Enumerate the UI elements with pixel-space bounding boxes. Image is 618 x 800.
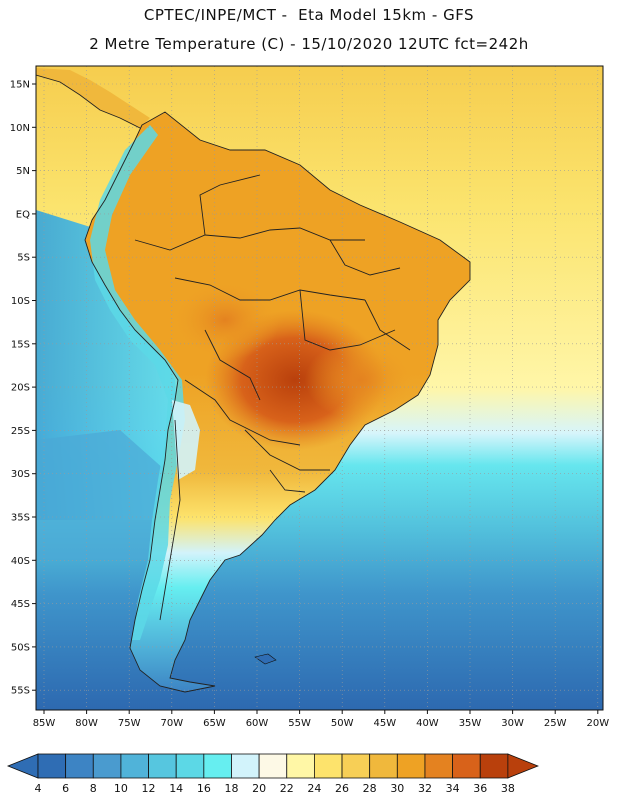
lat-tick-label: 15N: [10, 80, 30, 91]
graticule: [36, 66, 603, 710]
colorbar-swatch: [203, 753, 232, 779]
colorbar-swatch: [341, 753, 371, 779]
lat-tick-label: 25S: [11, 426, 30, 437]
colorbar-arrow-left: [6, 753, 39, 779]
map-field: [36, 66, 603, 710]
lat-tick-label: 35S: [11, 513, 30, 524]
latitude-axis: 15N 10N 5N EQ 5S 10S 15S 20S 25S 30S 35S 40S 45S 50S 5…: [10, 80, 36, 697]
lat-tick-label: 15S: [11, 339, 30, 350]
colorbar-label: 24: [307, 782, 321, 795]
lat-tick-label: 10N: [10, 123, 30, 134]
colorbar-label: 28: [363, 782, 377, 795]
lon-tick-label: 40W: [416, 718, 439, 729]
colorbar-label: 12: [142, 782, 156, 795]
lon-tick-label: 50W: [331, 718, 354, 729]
colorbar-swatch: [92, 753, 122, 779]
lon-tick-label: 55W: [288, 718, 311, 729]
colorbar-label: 18: [224, 782, 238, 795]
colorbar-swatch: [231, 753, 260, 779]
lat-tick-label: 5N: [16, 166, 30, 177]
colorbar-swatch: [369, 753, 398, 779]
lat-tick-label: EQ: [16, 209, 30, 220]
central-america-land: [36, 68, 150, 128]
colorbar-label: 16: [197, 782, 211, 795]
colorbar-swatch: [175, 753, 205, 779]
colorbar-arrow-right: [507, 753, 539, 779]
lat-tick-label: 55S: [11, 686, 30, 697]
lon-tick-label: 35W: [459, 718, 482, 729]
map-subtitle: 2 Metre Temperature (C) - 15/10/2020 12U…: [89, 35, 529, 53]
lon-tick-label: 45W: [373, 718, 396, 729]
colorbar-swatch: [258, 753, 288, 779]
colorbar-label: 32: [418, 782, 432, 795]
colorbar-label: 38: [501, 782, 515, 795]
lon-tick-label: 65W: [203, 718, 226, 729]
colorbar-label: 10: [114, 782, 128, 795]
colorbar: 4 6 8 10 12 14 16 18 20 22 24 26 28 30 32 34 36 38: [6, 753, 539, 795]
lon-tick-label: 60W: [246, 718, 269, 729]
lat-tick-label: 40S: [11, 556, 30, 567]
map-title: CPTEC/INPE/MCT - Eta Model 15km - GFS: [143, 6, 475, 24]
colorbar-swatch: [313, 753, 343, 779]
colorbar-swatch: [148, 753, 177, 779]
colorbar-label: 6: [62, 782, 69, 795]
lat-tick-label: 5S: [17, 253, 30, 264]
longitude-axis: 85W 80W 75W 70W 65W 60W 55W 50W 45W 40W 35W 30W 25W 2…: [33, 710, 609, 729]
colorbar-swatch: [37, 753, 67, 779]
lat-tick-label: 50S: [11, 642, 30, 653]
colorbar-label: 8: [90, 782, 97, 795]
lon-tick-label: 30W: [501, 718, 524, 729]
lat-tick-label: 20S: [11, 383, 30, 394]
colorbar-label: 34: [446, 782, 460, 795]
colorbar-swatch: [452, 753, 481, 779]
colorbar-swatch: [120, 753, 149, 779]
lat-tick-label: 45S: [11, 599, 30, 610]
colorbar-label: 36: [473, 782, 487, 795]
lon-tick-label: 80W: [75, 718, 98, 729]
colorbar-label: 26: [335, 782, 349, 795]
colorbar-label: 22: [280, 782, 294, 795]
lat-tick-label: 30S: [11, 469, 30, 480]
colorbar-label: 30: [390, 782, 404, 795]
lon-tick-label: 20W: [586, 718, 609, 729]
lon-tick-label: 75W: [118, 718, 141, 729]
lon-tick-label: 70W: [160, 718, 183, 729]
lon-tick-label: 25W: [544, 718, 567, 729]
map-frame: [35, 65, 604, 711]
lat-tick-label: 10S: [11, 296, 30, 307]
lon-tick-label: 85W: [33, 718, 56, 729]
colorbar-swatch: [286, 753, 315, 779]
colorbar-label: 14: [169, 782, 183, 795]
colorbar-swatch: [479, 753, 509, 779]
colorbar-swatch: [396, 753, 426, 779]
colorbar-swatch: [65, 753, 94, 779]
colorbar-swatch: [424, 753, 453, 779]
colorbar-label: 4: [35, 782, 42, 795]
country-borders: [36, 74, 471, 693]
colorbar-label: 20: [252, 782, 266, 795]
